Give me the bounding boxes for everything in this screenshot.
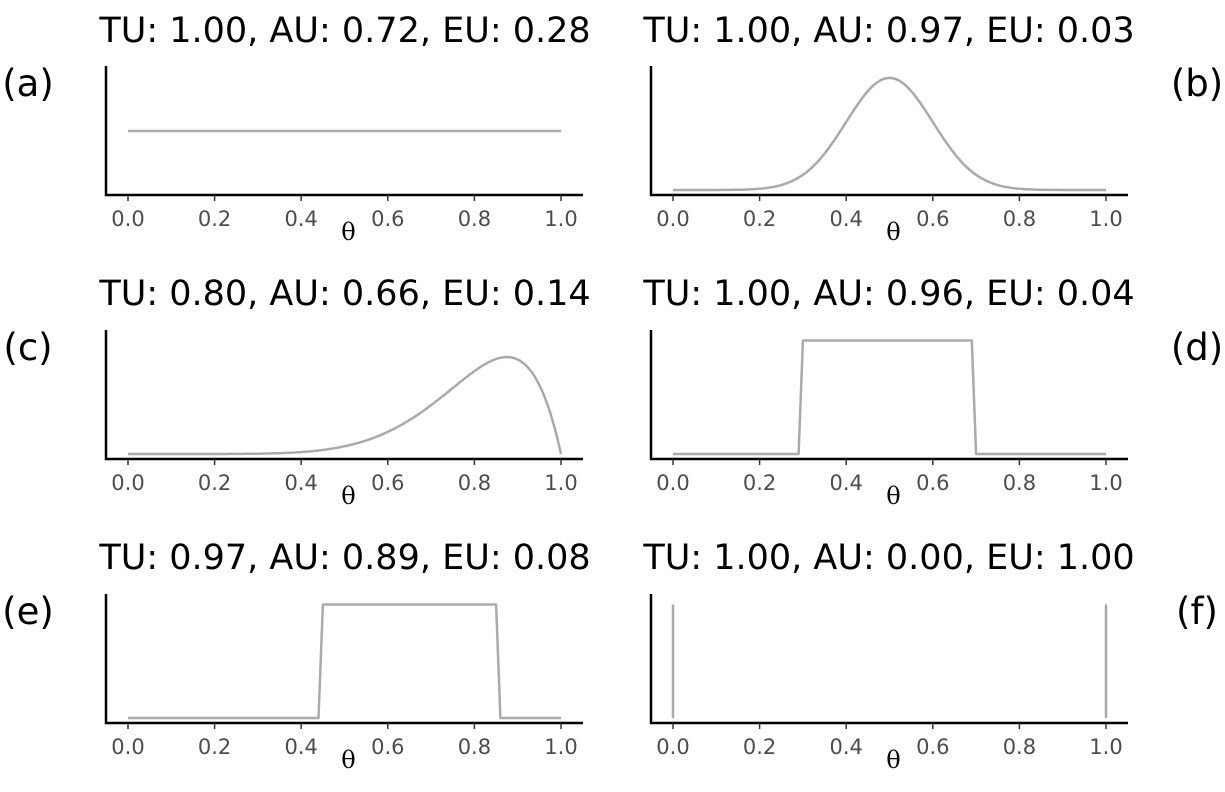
panel-d: TU: 1.00, AU: 0.96, EU: 0.04 (d) 0.0 0.2 0.4…	[642, 274, 1223, 510]
x-tick-label: 1.0	[1089, 471, 1122, 495]
x-tick-label: 1.0	[544, 735, 577, 759]
x-tick-label: 0.2	[198, 735, 231, 759]
panel-f: TU: 1.00, AU: 0.00, EU: 1.00 (f) 0.0 0.2 0.4…	[642, 538, 1218, 774]
x-tick-label: 1.0	[544, 207, 577, 231]
x-tick-label: 0.2	[198, 471, 231, 495]
panel-label: (e)	[2, 590, 54, 633]
density-line	[128, 603, 561, 720]
x-tick-label: 0.0	[111, 207, 144, 231]
panel-e: TU: 0.97, AU: 0.89, EU: 0.08 (e) 0.0 0.2 0.4…	[2, 538, 590, 774]
panel-title: TU: 1.00, AU: 0.72, EU: 0.28	[98, 11, 590, 51]
x-tick-label: 0.8	[1003, 735, 1036, 759]
x-tick-label: 0.6	[371, 207, 404, 231]
x-tick-label: 0.8	[458, 207, 491, 231]
axis-lines	[649, 66, 1128, 197]
x-tick-label: 0.4	[284, 207, 317, 231]
x-tick-label: 0.4	[284, 735, 317, 759]
axis-lines	[649, 330, 1128, 461]
density-line	[673, 76, 1106, 192]
x-tick-label: 1.0	[1089, 735, 1122, 759]
x-tick-label: 1.0	[544, 471, 577, 495]
x-tick-label: 0.2	[743, 735, 776, 759]
x-tick-label: 0.6	[916, 207, 949, 231]
x-tick-label: 0.8	[1003, 471, 1036, 495]
panel-label: (a)	[2, 62, 54, 105]
panel-label: (c)	[3, 326, 52, 369]
axis-lines	[649, 594, 1128, 725]
x-tick-label: 0.0	[656, 207, 689, 231]
axis-lines	[104, 66, 583, 197]
panel-title: TU: 1.00, AU: 0.96, EU: 0.04	[642, 274, 1134, 314]
density-line	[673, 339, 1106, 456]
density-line	[128, 355, 563, 456]
x-tick-label: 0.0	[111, 471, 144, 495]
axis-lines	[104, 330, 583, 461]
x-tick-label: 0.4	[829, 735, 862, 759]
x-axis-label: θ	[341, 482, 355, 510]
panel-c: TU: 0.80, AU: 0.66, EU: 0.14 (c) 0.0 0.2 0.4…	[3, 274, 590, 510]
panel-label: (d)	[1171, 326, 1223, 369]
x-tick-label: 1.0	[1089, 207, 1122, 231]
panel-label: (b)	[1171, 62, 1223, 105]
x-tick-label: 0.8	[458, 735, 491, 759]
panel-a: TU: 1.00, AU: 0.72, EU: 0.28 (a) 0.0 0.2 0.4…	[2, 11, 590, 246]
x-tick-label: 0.2	[743, 207, 776, 231]
x-tick-label: 0.8	[1003, 207, 1036, 231]
x-tick-label: 0.4	[284, 471, 317, 495]
x-axis-label: θ	[341, 218, 355, 246]
x-tick-label: 0.4	[829, 471, 862, 495]
x-tick-label: 0.0	[111, 735, 144, 759]
x-tick-label: 0.6	[916, 471, 949, 495]
panel-label: (f)	[1176, 590, 1218, 633]
x-tick-label: 0.6	[916, 735, 949, 759]
panel-b: TU: 1.00, AU: 0.97, EU: 0.03 (b) 0.0 0.2 0.4…	[642, 11, 1223, 246]
x-tick-label: 0.2	[198, 207, 231, 231]
panel-title: TU: 1.00, AU: 0.97, EU: 0.03	[642, 11, 1134, 51]
axis-lines	[104, 594, 583, 725]
x-axis-label: θ	[341, 746, 355, 774]
x-tick-label: 0.8	[458, 471, 491, 495]
x-tick-label: 0.6	[371, 471, 404, 495]
x-axis-label: θ	[886, 746, 900, 774]
panel-title: TU: 0.97, AU: 0.89, EU: 0.08	[98, 538, 590, 578]
x-tick-label: 0.4	[829, 207, 862, 231]
panel-title: TU: 1.00, AU: 0.00, EU: 1.00	[642, 538, 1134, 578]
x-tick-label: 0.6	[371, 735, 404, 759]
x-tick-label: 0.0	[656, 735, 689, 759]
x-tick-label: 0.0	[656, 471, 689, 495]
x-axis-label: θ	[886, 218, 900, 246]
x-axis-label: θ	[886, 482, 900, 510]
x-tick-label: 0.2	[743, 471, 776, 495]
panel-title: TU: 0.80, AU: 0.66, EU: 0.14	[98, 274, 590, 314]
